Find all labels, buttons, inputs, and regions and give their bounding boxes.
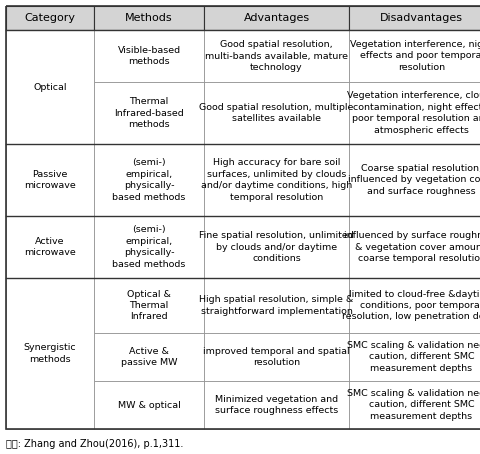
Text: SMC scaling & validation needs
caution, different SMC
measurement depths: SMC scaling & validation needs caution, … [347,341,480,373]
Text: (semi-)
empirical,
physically-
based methods: (semi-) empirical, physically- based met… [112,225,186,269]
Bar [94,6,204,30]
Text: Disadvantages: Disadvantages [380,13,463,23]
Bar [204,278,349,333]
Bar [204,333,349,381]
Bar [6,6,94,30]
Text: Thermal
Infrared-based
methods: Thermal Infrared-based methods [114,97,184,129]
Text: Passive
microwave: Passive microwave [24,170,76,190]
Bar [94,333,204,381]
Text: Category: Category [24,13,75,23]
Text: improved temporal and spatial
resolution: improved temporal and spatial resolution [203,347,350,367]
Bar [349,30,480,82]
Bar [349,333,480,381]
Bar [204,82,349,144]
Text: Methods: Methods [125,13,173,23]
Bar [349,6,480,30]
Bar [349,144,480,216]
Text: Active &
passive MW: Active & passive MW [121,347,177,367]
Bar [94,30,204,82]
Bar [94,278,204,333]
Text: Visible-based
methods: Visible-based methods [118,46,180,66]
Text: (semi-)
empirical,
physically-
based methods: (semi-) empirical, physically- based met… [112,158,186,202]
Bar [6,30,94,144]
Bar [204,381,349,429]
Text: SMC scaling & validation needs
caution, different SMC
measurement depths: SMC scaling & validation needs caution, … [347,389,480,421]
Bar [6,216,94,278]
Text: MW & optical: MW & optical [118,400,180,410]
Text: Vegetation interference, night
effects and poor temporal
resolution: Vegetation interference, night effects a… [350,40,480,72]
Bar [349,82,480,144]
Bar [204,6,349,30]
Text: Fine spatial resolution, unlimited
by clouds and/or daytime
conditions: Fine spatial resolution, unlimited by cl… [199,231,354,263]
Text: 자료: Zhang and Zhou(2016), p.1,311.: 자료: Zhang and Zhou(2016), p.1,311. [6,439,183,449]
Text: Minimized vegetation and
surface roughness effects: Minimized vegetation and surface roughne… [215,395,338,415]
Text: High spatial resolution, simple &
straightforward implementation: High spatial resolution, simple & straig… [199,295,354,316]
Text: Coarse spatial resolution,
influenced by vegetation cover
and surface roughness: Coarse spatial resolution, influenced by… [348,164,480,196]
Text: Active
microwave: Active microwave [24,237,76,257]
Bar [6,278,94,429]
Text: Optical &
Thermal
Infrared: Optical & Thermal Infrared [127,290,171,321]
Text: Advantages: Advantages [243,13,310,23]
Text: Good spatial resolution,
multi-bands available, mature
technology: Good spatial resolution, multi-bands ava… [205,40,348,72]
Bar [94,144,204,216]
Bar [349,216,480,278]
Text: Optical: Optical [33,83,67,92]
Bar [94,82,204,144]
Bar [6,144,94,216]
Text: influenced by surface roughness
& vegetation cover amount,
coarse temporal resol: influenced by surface roughness & vegeta… [344,231,480,263]
Bar [94,381,204,429]
Bar [349,278,480,333]
Bar [204,30,349,82]
Text: Good spatial resolution, multiple
satellites available: Good spatial resolution, multiple satell… [199,103,354,123]
Text: High accuracy for bare soil
surfaces, unlimited by clouds
and/or daytime conditi: High accuracy for bare soil surfaces, un… [201,158,352,202]
Text: Synergistic
methods: Synergistic methods [24,343,76,364]
Bar [204,144,349,216]
Bar [204,216,349,278]
Bar [94,216,204,278]
Bar [349,381,480,429]
Text: limited to cloud-free &daytime
conditions, poor temporal
resolution, low penetra: limited to cloud-free &daytime condition… [342,290,480,321]
Text: Vegetation interference, cloudy
contamination, night effects,
poor temporal reso: Vegetation interference, cloudy contamin… [347,91,480,135]
